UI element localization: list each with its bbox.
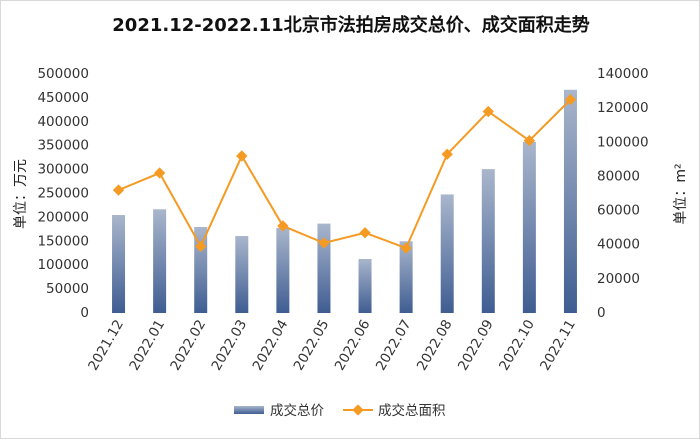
x-axis-ticks: 2021.12 2022.01 2022.02 2022.03 2022.04 2022.… (85, 317, 579, 373)
line-point (195, 240, 207, 253)
bar (317, 223, 331, 313)
line-point (400, 242, 412, 254)
line-point (359, 227, 371, 239)
bar (481, 169, 495, 313)
bar (153, 209, 167, 313)
y-tick-label-right: 100000 (597, 134, 649, 150)
x-tick-label: 2022.03 (208, 317, 250, 373)
line-point (236, 150, 248, 162)
line-path (118, 98, 572, 250)
bar (276, 227, 290, 313)
right-axis-ticks: 140000 120000 100000 80000 60000 40000 20000 0 (597, 66, 649, 321)
bar (235, 236, 249, 313)
bar (112, 215, 126, 313)
bar (440, 194, 454, 313)
x-tick-label: 2022.08 (414, 317, 456, 373)
y-tick-label-right: 80000 (597, 168, 640, 184)
x-tick-label: 2022.02 (167, 317, 209, 373)
y-tick-label-left: 50000 (46, 281, 89, 297)
line-point (153, 167, 166, 179)
x-tick-label: 2022.06 (332, 317, 374, 373)
chart-title: 2021.12-2022.11北京市法拍房成交总价、成交面积走势 (112, 15, 590, 36)
y-tick-label-right: 0 (597, 305, 606, 321)
y-tick-label-left: 200000 (37, 209, 89, 225)
bar (358, 258, 372, 313)
y-tick-label-right: 60000 (597, 203, 640, 219)
legend-swatch-bar (234, 406, 264, 414)
y-tick-label-right: 140000 (597, 66, 649, 82)
line-point (277, 220, 289, 232)
left-axis-ticks: 5000004500004000003500003000002500002000… (37, 66, 89, 321)
y-tick-label-left: 500000 (37, 66, 89, 82)
x-tick-label: 2022.01 (126, 317, 168, 373)
line-point (523, 134, 536, 147)
bar (399, 241, 413, 313)
x-tick-label: 2021.12 (85, 317, 127, 373)
y-tick-label-left: 450000 (37, 90, 89, 106)
y-tick-label-left: 400000 (37, 114, 89, 130)
line-series (112, 93, 577, 254)
legend-label-line: 成交总面积 (378, 402, 446, 419)
y-tick-label-left: 250000 (37, 186, 89, 202)
y-tick-label-left: 0 (80, 305, 89, 321)
bar-series (112, 89, 577, 313)
y-axis-title-left: 单位：万元 (13, 159, 29, 229)
x-tick-label: 2022.11 (537, 317, 579, 373)
legend: 成交总价 成交总面积 (234, 402, 446, 419)
bar (563, 89, 577, 313)
x-tick-label: 2022.04 (250, 317, 292, 373)
legend-label-bar: 成交总价 (270, 402, 324, 419)
bar (522, 141, 536, 313)
y-tick-label-left: 350000 (37, 138, 89, 154)
y-tick-label-right: 20000 (597, 271, 640, 287)
x-tick-label: 2022.09 (455, 317, 497, 373)
y-tick-label-left: 300000 (37, 162, 89, 178)
y-tick-label-right: 40000 (597, 237, 640, 253)
y-tick-label-right: 120000 (597, 100, 649, 116)
line-point (318, 237, 330, 249)
line-point (112, 184, 125, 196)
legend-swatch-marker (352, 404, 364, 416)
y-tick-label-left: 150000 (37, 233, 89, 249)
y-axis-title-right: 单位：m² (673, 163, 689, 224)
line-point (441, 148, 453, 160)
x-tick-label: 2022.05 (291, 317, 333, 373)
y-tick-label-left: 100000 (37, 257, 89, 273)
x-tick-label: 2022.10 (496, 317, 538, 373)
x-tick-label: 2022.07 (373, 317, 415, 373)
